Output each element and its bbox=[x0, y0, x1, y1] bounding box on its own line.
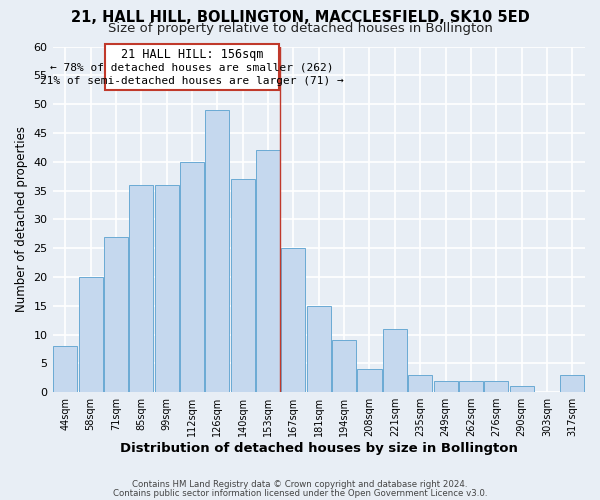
Bar bbox=[205, 110, 229, 392]
Text: Size of property relative to detached houses in Bollington: Size of property relative to detached ho… bbox=[107, 22, 493, 35]
Bar bbox=[180, 162, 204, 392]
Text: Contains HM Land Registry data © Crown copyright and database right 2024.: Contains HM Land Registry data © Crown c… bbox=[132, 480, 468, 489]
Bar bbox=[383, 329, 407, 392]
Y-axis label: Number of detached properties: Number of detached properties bbox=[15, 126, 28, 312]
Bar bbox=[509, 386, 533, 392]
Bar bbox=[307, 306, 331, 392]
Text: ← 78% of detached houses are smaller (262): ← 78% of detached houses are smaller (26… bbox=[50, 62, 334, 72]
Text: 21, HALL HILL, BOLLINGTON, MACCLESFIELD, SK10 5ED: 21, HALL HILL, BOLLINGTON, MACCLESFIELD,… bbox=[71, 10, 529, 25]
Text: 21 HALL HILL: 156sqm: 21 HALL HILL: 156sqm bbox=[121, 48, 263, 60]
Bar bbox=[484, 380, 508, 392]
Bar bbox=[408, 375, 432, 392]
Bar bbox=[230, 179, 255, 392]
Bar bbox=[459, 380, 483, 392]
FancyBboxPatch shape bbox=[104, 44, 280, 90]
Bar bbox=[281, 248, 305, 392]
Bar bbox=[129, 185, 154, 392]
X-axis label: Distribution of detached houses by size in Bollington: Distribution of detached houses by size … bbox=[120, 442, 518, 455]
Bar bbox=[53, 346, 77, 392]
Bar bbox=[560, 375, 584, 392]
Bar bbox=[155, 185, 179, 392]
Bar bbox=[104, 236, 128, 392]
Bar bbox=[332, 340, 356, 392]
Text: 21% of semi-detached houses are larger (71) →: 21% of semi-detached houses are larger (… bbox=[40, 76, 344, 86]
Bar bbox=[434, 380, 458, 392]
Text: Contains public sector information licensed under the Open Government Licence v3: Contains public sector information licen… bbox=[113, 488, 487, 498]
Bar bbox=[79, 277, 103, 392]
Bar bbox=[358, 369, 382, 392]
Bar bbox=[256, 150, 280, 392]
